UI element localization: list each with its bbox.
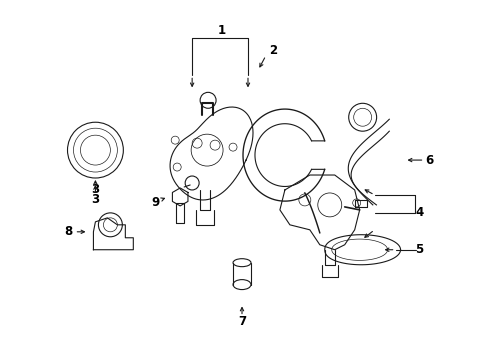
Text: 9: 9 — [151, 197, 159, 210]
Text: 2: 2 — [268, 44, 276, 57]
Text: 6: 6 — [425, 154, 433, 167]
Text: 8: 8 — [64, 225, 73, 238]
Text: 3: 3 — [91, 184, 99, 197]
Text: 5: 5 — [414, 243, 423, 256]
Text: 4: 4 — [414, 206, 423, 219]
Text: 7: 7 — [238, 315, 245, 328]
Text: 1: 1 — [218, 24, 225, 37]
Text: 3: 3 — [91, 193, 99, 206]
